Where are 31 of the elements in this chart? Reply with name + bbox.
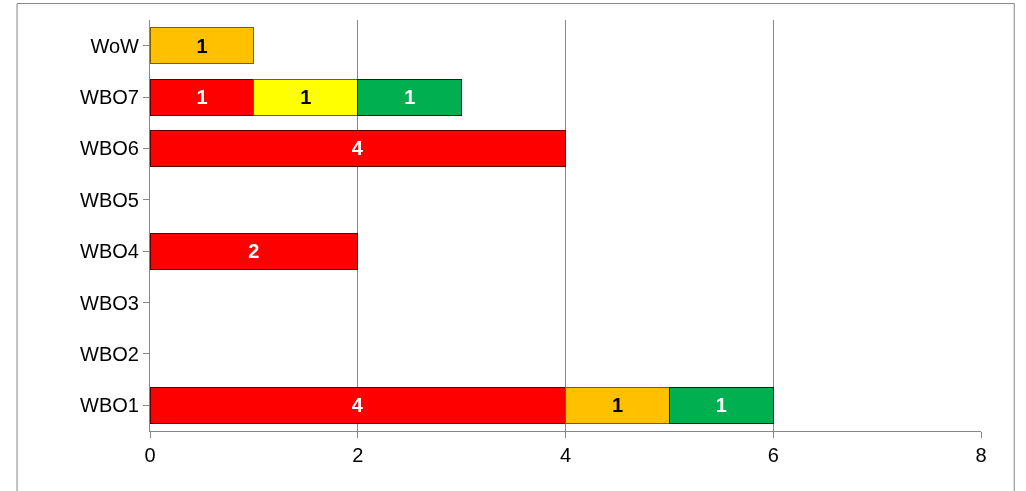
y-tick-label: WBO3 [80, 291, 139, 314]
data-label: 1 [196, 86, 208, 109]
data-label: 4 [351, 394, 364, 417]
bar [150, 78, 255, 116]
y-tick-label: WoW [90, 34, 140, 57]
y-tick-label: WBO5 [80, 188, 139, 211]
x-tick-label: 8 [975, 444, 987, 466]
data-label: 1 [611, 394, 623, 417]
bar [150, 27, 255, 65]
bar [565, 386, 670, 424]
bar [668, 386, 774, 424]
data-label: 4 [351, 137, 364, 160]
x-tick-label: 0 [144, 444, 156, 466]
y-tick-label: WBO6 [80, 137, 139, 160]
data-label: 2 [248, 240, 260, 263]
bar [357, 78, 463, 116]
y-tick-label: WBO4 [80, 240, 139, 263]
data-label: 1 [196, 34, 208, 57]
data-label: 1 [404, 86, 416, 109]
bar [150, 232, 359, 270]
y-tick-label: WBO2 [80, 342, 139, 365]
x-tick-label: 6 [767, 444, 779, 466]
y-tick-label: WBO1 [80, 394, 139, 417]
bar [253, 78, 359, 116]
bar [150, 386, 566, 424]
data-label: 1 [300, 86, 312, 109]
y-tick-label: WBO7 [80, 86, 139, 109]
data-label: 1 [715, 394, 727, 417]
bar [150, 129, 566, 167]
x-tick-label: 2 [352, 444, 364, 466]
x-tick-label: 4 [559, 444, 572, 466]
